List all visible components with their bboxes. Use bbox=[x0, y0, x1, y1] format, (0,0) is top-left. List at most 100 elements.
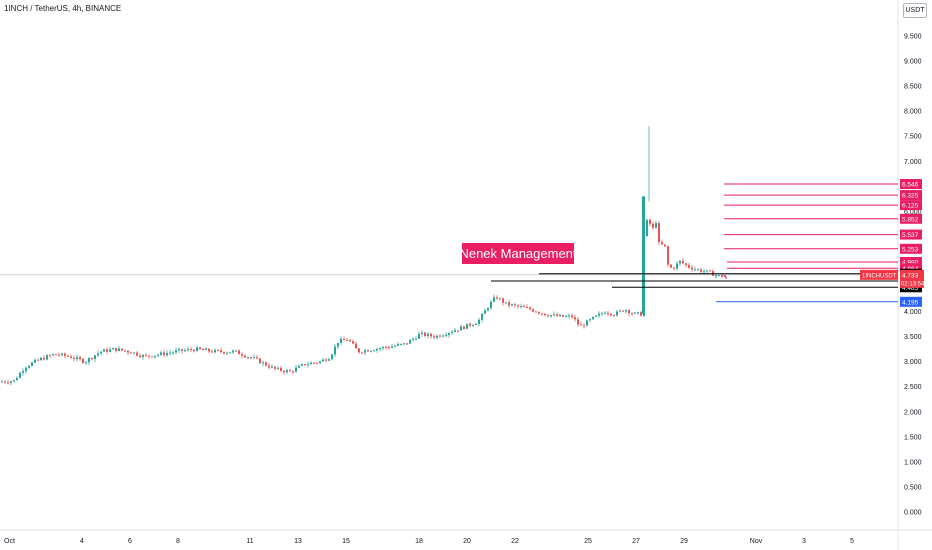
candle-body bbox=[256, 357, 258, 359]
candle-body bbox=[496, 297, 498, 299]
candle-body bbox=[418, 333, 420, 339]
candle-body bbox=[208, 348, 210, 352]
candle-body bbox=[397, 344, 399, 346]
candle-body bbox=[205, 348, 207, 351]
candle-body bbox=[430, 333, 432, 337]
candle-body bbox=[118, 348, 120, 352]
candle-body bbox=[160, 352, 162, 355]
current-price: 4.733 bbox=[902, 272, 919, 279]
candle-body bbox=[175, 350, 177, 353]
candle-body bbox=[70, 356, 72, 359]
candle-body bbox=[142, 355, 144, 357]
candle-body bbox=[286, 370, 288, 373]
price-label: 5.852 bbox=[902, 216, 919, 223]
candle-body bbox=[103, 349, 105, 352]
y-tick-label: 9.500 bbox=[904, 34, 922, 41]
candle-body bbox=[40, 357, 42, 360]
candle-body bbox=[433, 336, 435, 338]
candle-body bbox=[529, 307, 531, 310]
candle-body bbox=[478, 319, 480, 325]
price-label: 4.485 bbox=[902, 285, 919, 292]
candle-body bbox=[544, 313, 546, 316]
candle-body bbox=[100, 351, 102, 354]
candle-body bbox=[589, 319, 591, 321]
candle-body bbox=[232, 350, 234, 353]
candle-body bbox=[535, 311, 537, 313]
annotation-box bbox=[462, 243, 574, 264]
candle-body bbox=[307, 364, 309, 366]
candle-body bbox=[373, 350, 375, 352]
candle-body bbox=[388, 347, 390, 349]
candle-body bbox=[502, 298, 504, 303]
candle-body bbox=[331, 354, 333, 360]
candle-body bbox=[25, 367, 27, 372]
candle-body bbox=[121, 348, 123, 351]
candle-body bbox=[79, 357, 81, 360]
candle-body bbox=[655, 223, 657, 228]
candle-body bbox=[34, 359, 36, 363]
candle-body bbox=[445, 334, 447, 336]
candle-body bbox=[466, 323, 468, 329]
candle-body bbox=[91, 358, 93, 360]
candle-body bbox=[658, 223, 660, 243]
candle-body bbox=[55, 354, 57, 356]
candle-body bbox=[427, 333, 429, 337]
candle-body bbox=[577, 319, 579, 325]
candle-body bbox=[292, 371, 294, 373]
candle-body bbox=[139, 355, 141, 357]
candle-body bbox=[559, 314, 561, 317]
candle-body bbox=[391, 346, 393, 348]
candle-body bbox=[517, 305, 519, 307]
candle-body bbox=[484, 310, 486, 314]
candle-body bbox=[313, 362, 315, 364]
candle-body bbox=[487, 308, 489, 311]
y-tick-label: 4.000 bbox=[904, 309, 922, 316]
candle-body bbox=[337, 342, 339, 347]
candle-body bbox=[406, 343, 408, 345]
annotation-text: Nenek Management bbox=[459, 246, 576, 261]
candle-body bbox=[616, 311, 618, 316]
cursor-marker: ↘ bbox=[722, 273, 728, 281]
candle-body bbox=[574, 317, 576, 320]
price-label: 6.546 bbox=[902, 182, 919, 189]
candle-body bbox=[619, 310, 621, 312]
candle-body bbox=[16, 377, 18, 381]
candle-body bbox=[343, 338, 345, 340]
candle-body bbox=[412, 338, 414, 340]
candle-body bbox=[673, 267, 675, 269]
candle-body bbox=[454, 330, 456, 332]
candle-body bbox=[352, 341, 354, 344]
candle-body bbox=[28, 365, 30, 368]
candle-body bbox=[523, 306, 525, 308]
candle-body bbox=[202, 349, 204, 351]
candle-body bbox=[187, 349, 189, 351]
candle-body bbox=[7, 382, 9, 384]
candle-body bbox=[238, 350, 240, 355]
candle-body bbox=[640, 312, 642, 316]
candle-body bbox=[328, 359, 330, 361]
candle-body bbox=[1, 381, 3, 383]
candle-body bbox=[679, 260, 681, 264]
y-tick-label: 0.500 bbox=[904, 484, 922, 491]
candle-body bbox=[115, 348, 117, 352]
candle-body bbox=[580, 324, 582, 326]
candle-body bbox=[136, 352, 138, 356]
candle-body bbox=[436, 335, 438, 338]
candle-body bbox=[562, 314, 564, 317]
currency-button[interactable]: USDT bbox=[903, 3, 927, 18]
candle-body bbox=[700, 269, 702, 272]
candle-body bbox=[277, 367, 279, 369]
candle-body bbox=[451, 331, 453, 333]
candle-body bbox=[592, 316, 594, 320]
candle-body bbox=[235, 350, 237, 352]
candle-body bbox=[568, 315, 570, 317]
candle-body bbox=[310, 362, 312, 365]
candle-body bbox=[637, 312, 639, 314]
x-tick-label: 15 bbox=[342, 538, 350, 545]
candle-body bbox=[88, 358, 90, 363]
candle-body bbox=[166, 353, 168, 356]
candle-body bbox=[355, 343, 357, 349]
candle-body bbox=[325, 359, 327, 361]
candle-body bbox=[676, 263, 678, 269]
